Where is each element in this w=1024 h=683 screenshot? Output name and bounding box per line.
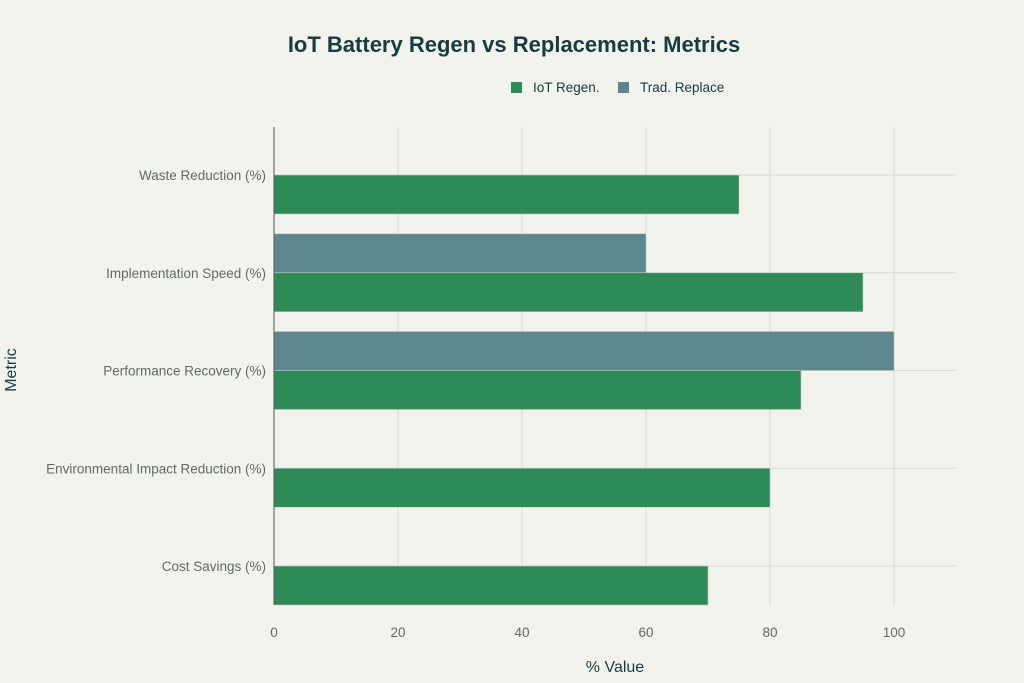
chart-title: IoT Battery Regen vs Replacement: Metric…: [288, 32, 740, 57]
legend: IoT Regen. Trad. Replace: [511, 80, 724, 95]
y-tick-label: Cost Savings (%): [162, 559, 266, 574]
x-tick-label: 0: [270, 625, 278, 640]
bar-iot-regen: [273, 370, 802, 410]
x-tick-label: 60: [638, 625, 653, 640]
bar-iot-regen: [273, 467, 771, 508]
x-tick-label: 20: [390, 625, 405, 640]
x-tick-label: 80: [762, 625, 777, 640]
legend-label: Trad. Replace: [640, 80, 724, 95]
legend-label: IoT Regen.: [533, 80, 600, 95]
y-axis-label: Metric: [3, 348, 20, 392]
x-tick-labels: 0 20 40 60 80 100: [270, 625, 905, 640]
bar-iot-regen: [273, 272, 864, 313]
x-axis-label: % Value: [586, 659, 645, 676]
bar-iot-regen: [273, 565, 709, 606]
y-tick-label: Implementation Speed (%): [106, 266, 266, 281]
x-tick-label: 100: [883, 625, 906, 640]
y-tick-label: Environmental Impact Reduction (%): [46, 461, 266, 476]
bar-trad-replace: [273, 331, 895, 371]
legend-swatch: [511, 82, 522, 93]
legend-swatch: [618, 82, 629, 93]
y-tick-label: Performance Recovery (%): [103, 364, 266, 379]
x-tick-label: 40: [514, 625, 529, 640]
bar-trad-replace: [273, 233, 647, 274]
y-tick-labels: Waste Reduction (%) Implementation Speed …: [46, 168, 266, 574]
bar-iot-regen: [273, 174, 740, 215]
y-tick-label: Waste Reduction (%): [139, 168, 266, 183]
bars: [273, 174, 895, 606]
